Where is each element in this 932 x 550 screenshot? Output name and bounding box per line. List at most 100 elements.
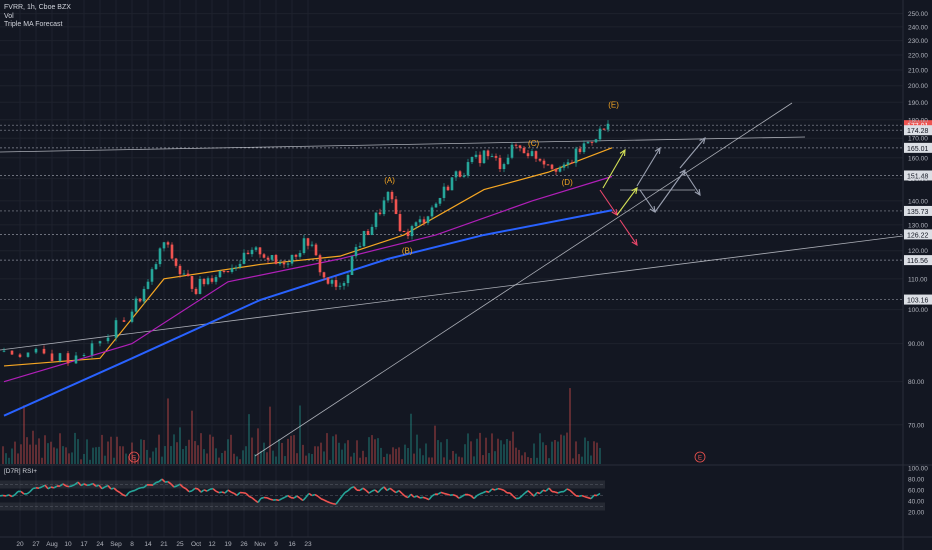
- rsi-line-segment: [404, 495, 409, 499]
- rsi-line-segment: [581, 494, 586, 498]
- rsi-line-segment: [476, 493, 481, 497]
- candle-body: [282, 262, 286, 265]
- volume-bar: [50, 441, 52, 464]
- candle-body: [166, 242, 170, 245]
- price-axis-tick: 100.00: [908, 307, 928, 314]
- candle-body: [26, 352, 30, 357]
- rsi-line-segment: [344, 490, 349, 494]
- rsi-line-segment: [554, 491, 559, 494]
- candle-body: [294, 254, 298, 257]
- volume-bar: [395, 448, 397, 464]
- rsi-line-segment: [152, 481, 157, 486]
- symbol-label[interactable]: FVRR, 1h, Cboe BZX: [4, 4, 71, 11]
- rsi-line-segment: [491, 488, 496, 491]
- candle-body: [586, 141, 590, 144]
- rsi-line-segment: [77, 481, 82, 487]
- rsi-line-segment: [548, 487, 553, 493]
- time-axis-tick: Sep: [110, 541, 122, 548]
- candle-body: [142, 288, 146, 302]
- rsi-line-segment: [341, 492, 346, 497]
- volume-bar: [53, 447, 55, 464]
- rsi-line-segment: [482, 490, 487, 494]
- volume-histogram: [2, 388, 601, 464]
- rsi-line-segment: [320, 497, 325, 501]
- rsi-line-segment: [38, 486, 43, 489]
- candle-body: [134, 298, 138, 312]
- candle-body: [82, 354, 86, 356]
- price-level-tag: [904, 125, 932, 136]
- volume-bar: [593, 441, 595, 464]
- volume-bar: [275, 456, 277, 464]
- volume-bar: [536, 457, 538, 464]
- price-level-tag: [904, 255, 932, 266]
- volume-bar: [35, 444, 37, 464]
- rsi-line-segment: [533, 492, 538, 497]
- candle-body: [562, 164, 566, 168]
- volume-bar: [113, 457, 115, 464]
- rsi-line-segment: [125, 491, 130, 497]
- candle-body: [558, 167, 562, 172]
- rsi-line-segment: [410, 493, 415, 498]
- indicator-label[interactable]: Triple MA Forecast: [4, 21, 63, 28]
- price-axis-tick: 240.00: [908, 24, 928, 31]
- rsi-line-segment: [185, 488, 190, 493]
- price-axis[interactable]: 177.01174.28165.01151.48135.73126.22116.…: [904, 11, 932, 429]
- volume-bar: [20, 444, 22, 464]
- time-axis[interactable]: 20 27 Aug 10 17 24 Sep 8 14 21 25 Oct 12 19 26 Nov 9 16 23: [16, 541, 312, 548]
- volume-bar: [311, 453, 313, 464]
- rsi-line-segment: [284, 494, 289, 498]
- candle-body: [18, 354, 22, 357]
- volume-bar: [515, 447, 517, 464]
- volume-bar: [185, 445, 187, 464]
- rsi-line-segment: [107, 485, 112, 490]
- rsi-line-segment: [122, 494, 127, 497]
- volume-label[interactable]: Vol: [4, 12, 14, 20]
- wave-label: (A): [384, 176, 395, 185]
- candle-body: [310, 244, 314, 246]
- price-levels: [0, 124, 903, 300]
- volume-bar: [182, 449, 184, 464]
- rsi-line-segment: [317, 495, 322, 500]
- volume-bar: [533, 443, 535, 464]
- price-axis-tick: 200.00: [908, 83, 928, 90]
- volume-bar: [134, 456, 136, 464]
- rsi-line-segment: [62, 483, 67, 487]
- candle-body: [478, 154, 482, 164]
- volume-bar: [599, 447, 601, 464]
- volume-bar: [584, 437, 586, 464]
- candle-body: [198, 278, 202, 294]
- rsi-line-segment: [278, 497, 283, 502]
- volume-bar: [164, 446, 166, 464]
- volume-bar: [167, 398, 169, 464]
- rsi-line-segment: [512, 495, 517, 500]
- rsi-axis[interactable]: 20.00 40.00 60.00 80.00 100.00: [908, 466, 928, 517]
- rsi-line-segment: [188, 490, 193, 493]
- volume-bar: [128, 456, 130, 464]
- volume-bar: [89, 459, 91, 464]
- price-level-value: 165.01: [907, 146, 929, 153]
- rsi-label[interactable]: [D7R] RSI+: [4, 468, 38, 475]
- candle-body: [182, 273, 186, 275]
- volume-bar: [497, 438, 499, 464]
- rsi-line-segment: [536, 491, 541, 495]
- time-axis-tick: 20: [16, 541, 24, 548]
- rsi-line-segment: [308, 492, 313, 497]
- rsi-line-segment: [68, 485, 73, 488]
- volume-bar: [368, 437, 370, 464]
- earnings-marker: [128, 451, 140, 463]
- volume-bar: [524, 452, 526, 464]
- candle-body: [58, 353, 62, 362]
- time-axis-tick: Nov: [254, 541, 266, 548]
- rsi-line-segment: [428, 495, 433, 501]
- rsi-line-segment: [368, 490, 373, 494]
- volume-bar: [266, 452, 268, 464]
- rsi-line-segment: [335, 499, 340, 505]
- candle-body: [234, 267, 238, 269]
- time-axis-tick: 25: [176, 541, 184, 548]
- rsi-line-segment: [323, 499, 328, 503]
- volume-bar: [284, 456, 286, 464]
- rsi-line-segment: [467, 493, 472, 497]
- candle-body: [274, 255, 278, 264]
- candle-body: [226, 271, 230, 273]
